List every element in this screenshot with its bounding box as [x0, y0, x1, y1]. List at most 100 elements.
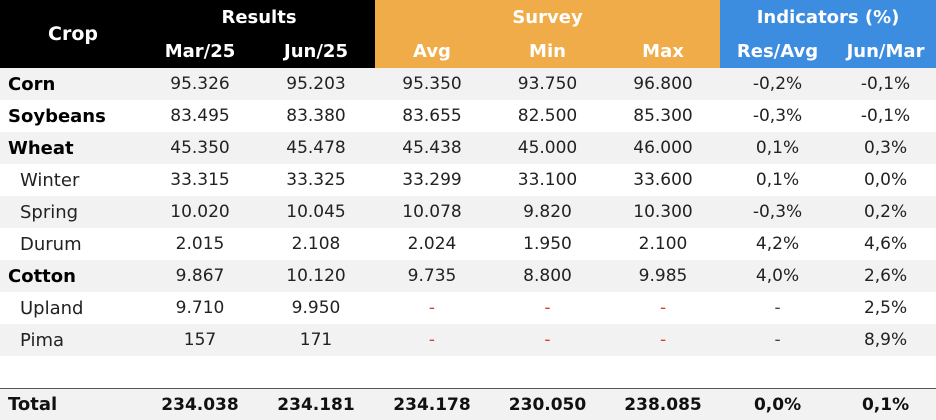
table-cell: 2.100 [606, 228, 720, 260]
table-cell: 9.950 [257, 292, 375, 324]
table-cell: - [375, 324, 489, 356]
table-cell: -0,3% [720, 100, 835, 132]
table-cell: 9.710 [143, 292, 257, 324]
table-cell: 0,3% [835, 132, 936, 164]
header-group-row: Crop Results Survey Indicators (%) [0, 0, 936, 35]
table-cell: 9.820 [489, 196, 606, 228]
table-cell: 2.108 [257, 228, 375, 260]
table-cell: 46.000 [606, 132, 720, 164]
table-cell: 45.438 [375, 132, 489, 164]
table-cell: 1.950 [489, 228, 606, 260]
table-cell: - [375, 292, 489, 324]
total-cell: 0,0% [720, 389, 835, 420]
table-cell: 0,1% [720, 132, 835, 164]
table-cell: 33.299 [375, 164, 489, 196]
subcrop-label: Pima [0, 324, 143, 356]
table-cell: 45.478 [257, 132, 375, 164]
table-cell: 95.326 [143, 68, 257, 100]
spacer-row [0, 356, 936, 389]
column-header-res-avg: Res/Avg [720, 35, 835, 68]
total-label: Total [0, 389, 143, 420]
crop-column-header: Crop [0, 0, 143, 68]
crop-label: Corn [0, 68, 143, 100]
table-cell: 83.495 [143, 100, 257, 132]
table-cell: 2.015 [143, 228, 257, 260]
table-cell: 10.300 [606, 196, 720, 228]
subcrop-label: Durum [0, 228, 143, 260]
crop-label: Soybeans [0, 100, 143, 132]
table-cell: -0,1% [835, 100, 936, 132]
table-cell: 4,2% [720, 228, 835, 260]
results-group-header: Results [143, 0, 375, 35]
table-cell: 9.867 [143, 260, 257, 292]
table-cell: 10.078 [375, 196, 489, 228]
table-cell: 8,9% [835, 324, 936, 356]
table-cell: 33.315 [143, 164, 257, 196]
table-cell: - [606, 324, 720, 356]
crop-label: Cotton [0, 260, 143, 292]
table-cell: 171 [257, 324, 375, 356]
column-header-jun25: Jun/25 [257, 35, 375, 68]
column-header-jun-mar: Jun/Mar [835, 35, 936, 68]
table-cell: - [720, 324, 835, 356]
column-header-mar25: Mar/25 [143, 35, 257, 68]
crop-label: Wheat [0, 132, 143, 164]
table-cell: 4,0% [720, 260, 835, 292]
table-cell: 8.800 [489, 260, 606, 292]
column-header-max: Max [606, 35, 720, 68]
table-cell: 0,0% [835, 164, 936, 196]
table-cell: 10.120 [257, 260, 375, 292]
table-cell: 2.024 [375, 228, 489, 260]
table-cell: 95.350 [375, 68, 489, 100]
total-cell: 0,1% [835, 389, 936, 420]
table-cell: - [489, 292, 606, 324]
total-cell: 234.181 [257, 389, 375, 420]
table-cell: -0,3% [720, 196, 835, 228]
table-cell: 33.100 [489, 164, 606, 196]
table-cell: - [489, 324, 606, 356]
table-cell: 85.300 [606, 100, 720, 132]
table-cell: 2,5% [835, 292, 936, 324]
table-cell: - [720, 292, 835, 324]
table-header: Crop Results Survey Indicators (%) Mar/2… [0, 0, 936, 68]
table-cell: 33.325 [257, 164, 375, 196]
table-cell: 45.350 [143, 132, 257, 164]
table-cell: 45.000 [489, 132, 606, 164]
column-header-min: Min [489, 35, 606, 68]
total-cell: 238.085 [606, 389, 720, 420]
table-cell: 0,1% [720, 164, 835, 196]
table-cell: 9.735 [375, 260, 489, 292]
subcrop-label: Spring [0, 196, 143, 228]
total-cell: 234.178 [375, 389, 489, 420]
table-cell: 4,6% [835, 228, 936, 260]
table-cell: -0,2% [720, 68, 835, 100]
table-cell: 2,6% [835, 260, 936, 292]
table-footer: Total 234.038 234.181 234.178 230.050 23… [0, 356, 936, 420]
column-header-avg: Avg [375, 35, 489, 68]
table-cell: - [606, 292, 720, 324]
table-cell: 83.380 [257, 100, 375, 132]
table-cell: 95.203 [257, 68, 375, 100]
table-cell: 9.985 [606, 260, 720, 292]
table-cell: 0,2% [835, 196, 936, 228]
table-cell: 10.045 [257, 196, 375, 228]
table-cell: 10.020 [143, 196, 257, 228]
total-cell: 230.050 [489, 389, 606, 420]
total-cell: 234.038 [143, 389, 257, 420]
table-cell: 157 [143, 324, 257, 356]
table-cell: 83.655 [375, 100, 489, 132]
total-row: Total 234.038 234.181 234.178 230.050 23… [0, 389, 936, 420]
table-cell: 93.750 [489, 68, 606, 100]
table-cell: -0,1% [835, 68, 936, 100]
